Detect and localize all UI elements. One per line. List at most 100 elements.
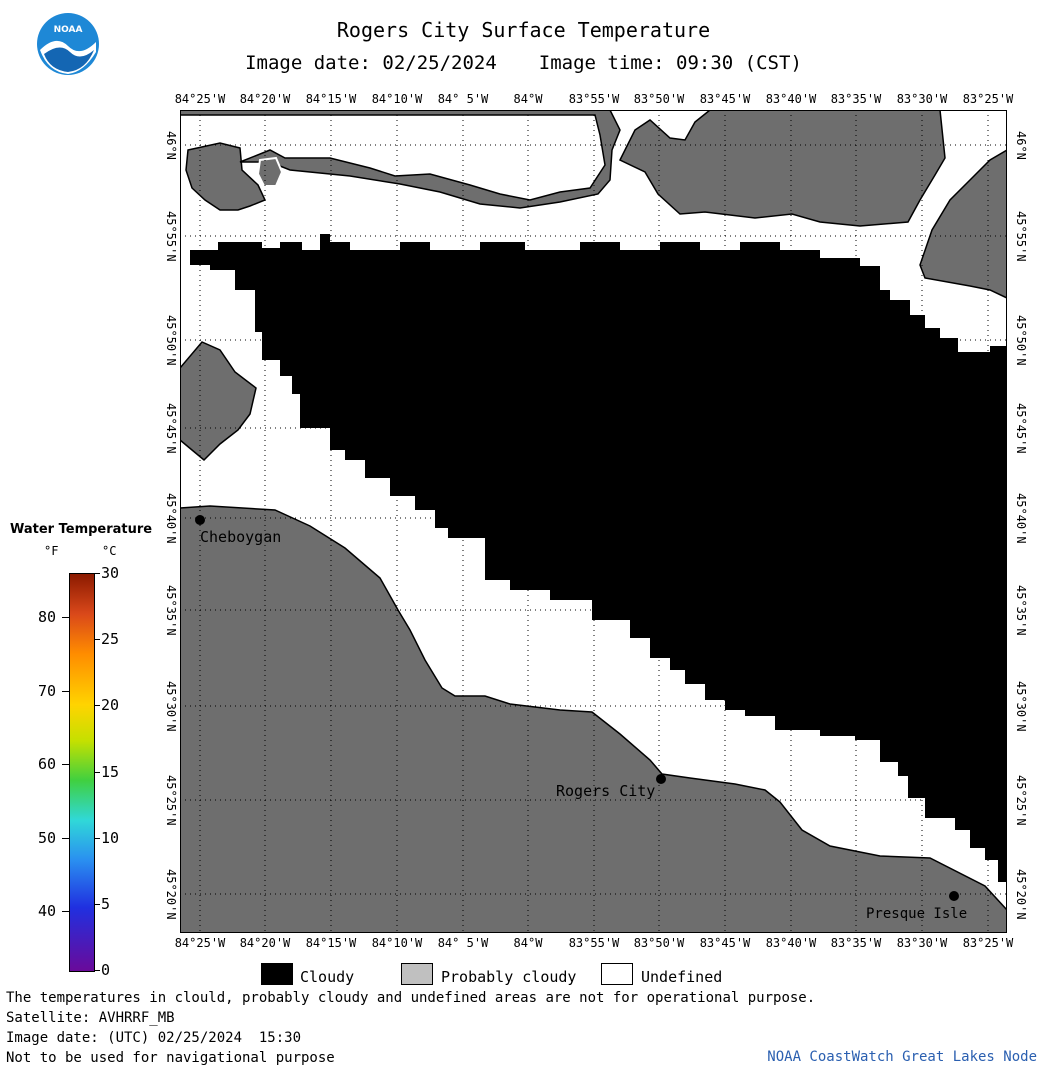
celsius-tick-mark: [94, 573, 100, 574]
temperature-color-bar: [69, 573, 95, 972]
page-title: Rogers City Surface Temperature: [336, 18, 711, 42]
latitude-label: 45°40'N: [164, 492, 178, 544]
cloud-mass: [190, 234, 1007, 882]
latitude-label: 45°25'N: [1014, 774, 1028, 826]
longitude-label: 84°10'W: [371, 936, 423, 950]
cheboygan-marker: [195, 515, 205, 525]
footer-satellite: Satellite: AVHRRF_MB: [6, 1010, 175, 1026]
fahrenheit-tick: 70: [38, 681, 57, 700]
longitude-label: 83°45'W: [699, 92, 751, 106]
latitude-label: 45°45'N: [1014, 402, 1028, 454]
longitude-label: 83°40'W: [765, 936, 817, 950]
longitude-label: 83°25'W: [962, 936, 1014, 950]
cloudy-swatch: [261, 963, 293, 985]
legend-title: Water Temperature: [10, 522, 153, 537]
longitude-label: 83°35'W: [830, 92, 882, 106]
celsius-tick-mark: [94, 903, 100, 905]
fahrenheit-tick: 60: [38, 755, 57, 774]
footer-disclaimer: The temperatures in clould, probably clo…: [6, 990, 816, 1006]
latitude-label: 45°20'N: [1014, 868, 1028, 920]
latitude-label: 45°45'N: [164, 402, 178, 454]
subtitle: Image date: 02/25/2024 Image time: 09:30 …: [0, 52, 1047, 74]
image-date: Image date: 02/25/2024: [245, 52, 497, 74]
longitude-label: 84°25'W: [174, 936, 226, 950]
longitude-label: 84°15'W: [305, 936, 357, 950]
latitude-label: 45°20'N: [164, 868, 178, 920]
footer-image-date: Image date: (UTC) 02/25/2024 15:30: [6, 1030, 302, 1046]
latitude-label: 45°50'N: [1014, 314, 1028, 366]
celsius-tick-mark: [94, 705, 100, 707]
longitude-label: 83°35'W: [830, 936, 882, 950]
latitude-label: 45°35'N: [164, 584, 178, 636]
latitude-label: 45°25'N: [164, 774, 178, 826]
longitude-label: 84°W: [513, 92, 543, 106]
longitude-label: 84°20'W: [239, 936, 291, 950]
longitude-label: 83°50'W: [633, 92, 685, 106]
credit-text: NOAA CoastWatch Great Lakes Node: [767, 1049, 1037, 1065]
undefined-swatch: [601, 963, 633, 985]
presque-isle-marker: [949, 891, 959, 901]
latitude-label: 45°35'N: [1014, 584, 1028, 636]
unit-c: °C: [102, 544, 117, 558]
longitude-label: 84°20'W: [239, 92, 291, 106]
image-time: Image time: 09:30 (CST): [538, 52, 802, 74]
longitude-label: 84° 5'W: [437, 936, 489, 950]
longitude-label: 83°55'W: [568, 936, 620, 950]
unit-f: °F: [44, 544, 59, 558]
cheboygan-label: Cheboygan: [200, 528, 281, 546]
longitude-label: 84°W: [513, 936, 543, 950]
longitude-label: 83°30'W: [896, 92, 948, 106]
map-border: [180, 110, 1007, 933]
fahrenheit-tick: 50: [38, 828, 57, 847]
fahrenheit-tick-mark: [62, 617, 69, 619]
celsius-tick-mark: [94, 639, 100, 641]
celsius-tick: 15: [101, 762, 120, 781]
longitude-label: 83°50'W: [633, 936, 685, 950]
latitude-label: 45°55'N: [1014, 210, 1028, 262]
latitude-label: 45°55'N: [164, 210, 178, 262]
celsius-tick: 20: [101, 696, 120, 715]
undefined-label: Undefined: [641, 968, 723, 986]
latitude-label: 45°50'N: [164, 314, 178, 366]
fahrenheit-tick-mark: [62, 690, 69, 692]
celsius-tick-mark: [94, 970, 100, 971]
temperature-map: Cheboygan Rogers City Presque Isle: [180, 110, 1007, 933]
latitude-label: 45°40'N: [1014, 492, 1028, 544]
latitude-label: 46°N: [1014, 130, 1028, 160]
celsius-tick-mark: [94, 837, 100, 839]
celsius-tick: 10: [101, 828, 120, 847]
footer-navigation-note: Not to be used for navigational purpose: [6, 1050, 335, 1066]
noaa-logo: NOAA: [37, 13, 99, 75]
longitude-label: 84° 5'W: [437, 92, 489, 106]
probably-cloudy-label: Probably cloudy: [441, 968, 577, 986]
probably-cloudy-swatch: [401, 963, 433, 985]
longitude-label: 83°40'W: [765, 92, 817, 106]
logo-text: NOAA: [54, 25, 83, 35]
fahrenheit-tick-mark: [62, 764, 69, 766]
land-south-mainland: [180, 505, 1007, 933]
longitude-label: 83°55'W: [568, 92, 620, 106]
celsius-tick-mark: [94, 771, 100, 773]
celsius-tick: 5: [101, 894, 111, 913]
longitude-label: 84°15'W: [305, 92, 357, 106]
celsius-tick: 30: [101, 564, 120, 582]
rogers-city-label: Rogers City: [556, 782, 655, 800]
longitude-label: 84°10'W: [371, 92, 423, 106]
latitude-label: 45°30'N: [1014, 680, 1028, 732]
fahrenheit-tick: 40: [38, 902, 57, 921]
longitude-label: 83°30'W: [896, 936, 948, 950]
presque-isle-label: Presque Isle: [866, 906, 967, 922]
rogers-city-marker: [656, 774, 666, 784]
longitude-label: 83°45'W: [699, 936, 751, 950]
cloudy-label: Cloudy: [300, 968, 355, 986]
celsius-tick: 0: [101, 961, 111, 979]
celsius-tick: 25: [101, 630, 120, 649]
land-north-east: [618, 110, 946, 227]
latitude-label: 46°N: [164, 130, 178, 160]
fahrenheit-tick-mark: [62, 837, 69, 839]
land-islet: [256, 156, 284, 187]
fahrenheit-tick: 80: [38, 608, 57, 627]
latitude-label: 45°30'N: [164, 680, 178, 732]
fahrenheit-tick-mark: [62, 911, 69, 913]
longitude-label: 84°25'W: [174, 92, 226, 106]
